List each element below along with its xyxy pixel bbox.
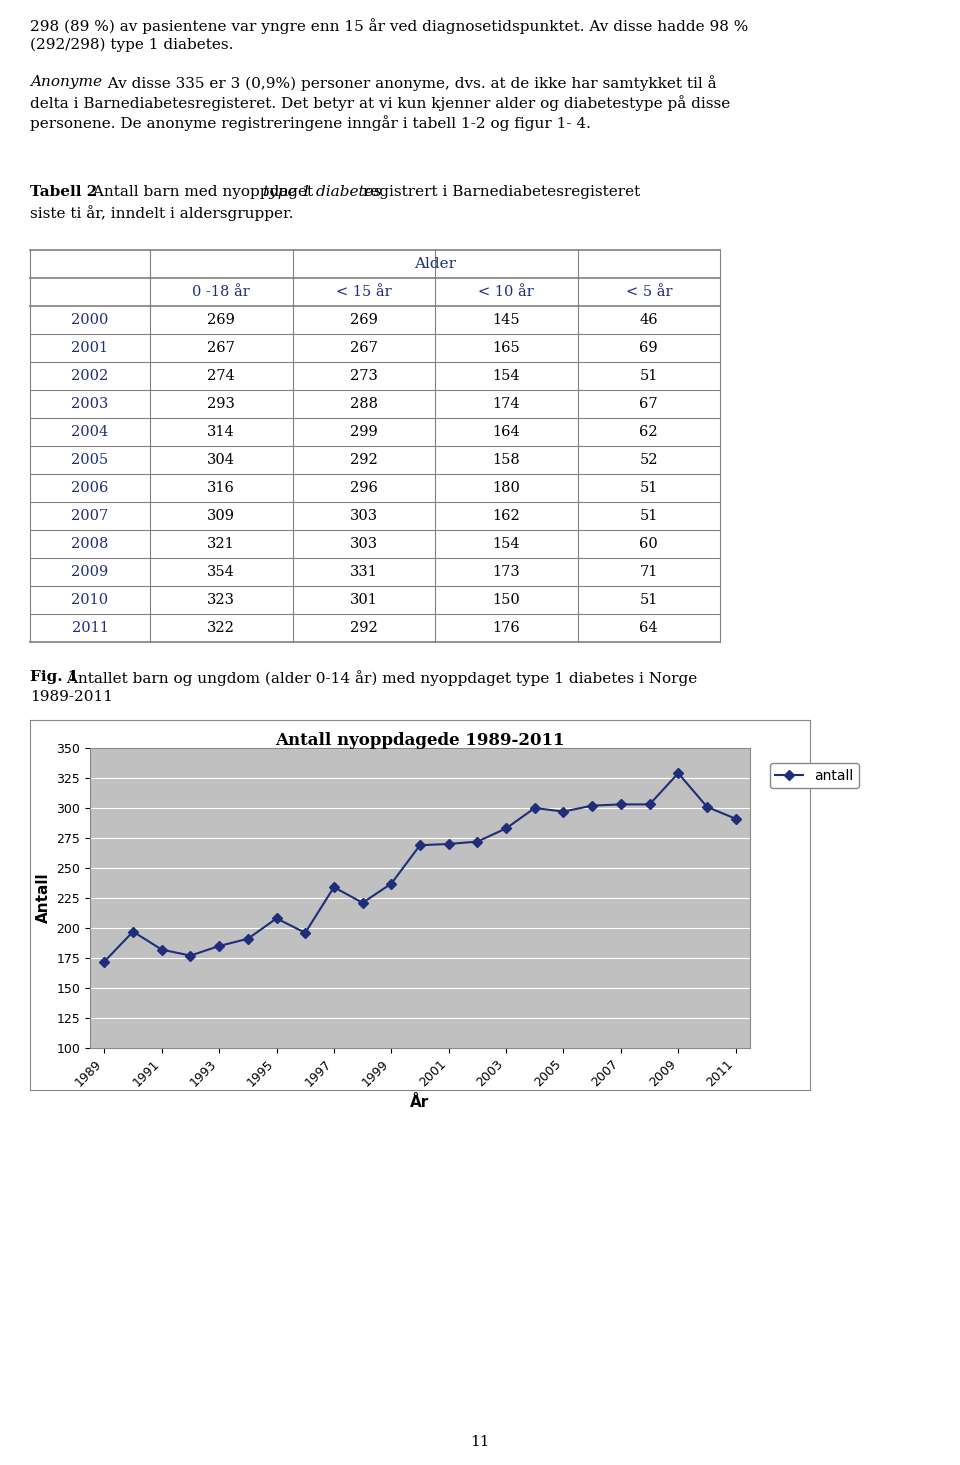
X-axis label: År: År [410,1094,430,1110]
Text: 309: 309 [207,508,235,523]
Text: 51: 51 [639,369,658,382]
Text: Antall nyoppdagede 1989-2011: Antall nyoppdagede 1989-2011 [276,732,564,749]
Text: 154: 154 [492,369,520,382]
Text: 293: 293 [207,397,235,412]
Text: personene. De anonyme registreringene inngår i tabell 1-2 og figur 1- 4.: personene. De anonyme registreringene in… [30,114,590,130]
Text: 269: 269 [349,314,377,327]
Text: Av disse 335 er 3 (0,9%) personer anonyme, dvs. at de ikke har samtykket til å: Av disse 335 er 3 (0,9%) personer anonym… [98,75,716,91]
Text: 162: 162 [492,508,520,523]
Text: 2000: 2000 [71,314,108,327]
Text: 2010: 2010 [71,593,108,607]
Text: 299: 299 [349,425,377,440]
Text: 0 -18 år: 0 -18 år [192,286,251,299]
Text: 11: 11 [470,1436,490,1449]
Text: Anonyme: Anonyme [30,75,102,89]
Text: Antallet barn og ungdom (alder 0-14 år) med nyoppdaget type 1 diabetes i Norge: Antallet barn og ungdom (alder 0-14 år) … [62,670,697,686]
Text: 46: 46 [639,314,658,327]
Text: < 15 år: < 15 år [336,286,392,299]
Text: 298 (89 %) av pasientene var yngre enn 15 år ved diagnosetidspunktet. Av disse h: 298 (89 %) av pasientene var yngre enn 1… [30,18,749,34]
Text: type 1 diabetes: type 1 diabetes [263,185,381,199]
Text: 303: 303 [349,508,378,523]
Text: 314: 314 [207,425,235,440]
Text: 2001: 2001 [71,341,108,355]
Text: 292: 292 [349,621,377,634]
Text: 150: 150 [492,593,520,607]
Text: siste ti år, inndelt i aldersgrupper.: siste ti år, inndelt i aldersgrupper. [30,205,294,221]
Text: 273: 273 [349,369,377,382]
Text: 303: 303 [349,538,378,551]
Text: 316: 316 [207,481,235,495]
Text: 71: 71 [639,565,658,579]
Text: 267: 267 [207,341,235,355]
Text: Fig. 1: Fig. 1 [30,670,79,684]
Text: 322: 322 [207,621,235,634]
Text: 52: 52 [639,453,658,467]
Text: 2008: 2008 [71,538,108,551]
Text: 354: 354 [207,565,235,579]
Text: 267: 267 [349,341,377,355]
Text: 274: 274 [207,369,235,382]
Legend: antall: antall [770,763,859,788]
Text: 2009: 2009 [71,565,108,579]
Text: 180: 180 [492,481,520,495]
Text: 174: 174 [492,397,520,412]
Text: Alder: Alder [414,256,456,271]
Text: 64: 64 [639,621,658,634]
Text: 165: 165 [492,341,520,355]
Text: registrert i Barnediabetesregisteret: registrert i Barnediabetesregisteret [358,185,640,199]
Text: 158: 158 [492,453,520,467]
Text: 288: 288 [349,397,377,412]
Text: 67: 67 [639,397,658,412]
Text: 304: 304 [207,453,235,467]
Text: 154: 154 [492,538,520,551]
Text: 62: 62 [639,425,658,440]
Text: 164: 164 [492,425,520,440]
Text: 321: 321 [207,538,235,551]
Text: 69: 69 [639,341,658,355]
Y-axis label: Antall: Antall [36,873,51,923]
Text: 51: 51 [639,481,658,495]
Text: 2011: 2011 [72,621,108,634]
Text: 2007: 2007 [71,508,108,523]
Text: 2003: 2003 [71,397,108,412]
Text: 173: 173 [492,565,520,579]
Text: Tabell 2: Tabell 2 [30,185,97,199]
Text: 301: 301 [349,593,377,607]
Text: 296: 296 [349,481,377,495]
Text: 51: 51 [639,593,658,607]
Text: 51: 51 [639,508,658,523]
Text: 292: 292 [349,453,377,467]
Text: delta i Barnediabetesregisteret. Det betyr at vi kun kjenner alder og diabetesty: delta i Barnediabetesregisteret. Det bet… [30,95,731,111]
Text: 331: 331 [349,565,377,579]
Text: 2004: 2004 [71,425,108,440]
Text: 1989-2011: 1989-2011 [30,690,113,705]
Text: 145: 145 [492,314,520,327]
Text: (292/298) type 1 diabetes.: (292/298) type 1 diabetes. [30,38,233,53]
Text: < 5 år: < 5 år [626,286,672,299]
Text: 2002: 2002 [71,369,108,382]
Text: 2005: 2005 [71,453,108,467]
Text: 2006: 2006 [71,481,108,495]
Text: 323: 323 [207,593,235,607]
Text: Antall barn med nyoppdaget: Antall barn med nyoppdaget [88,185,318,199]
Text: 176: 176 [492,621,520,634]
Text: 269: 269 [207,314,235,327]
Text: < 10 år: < 10 år [478,286,534,299]
Text: 60: 60 [639,538,659,551]
